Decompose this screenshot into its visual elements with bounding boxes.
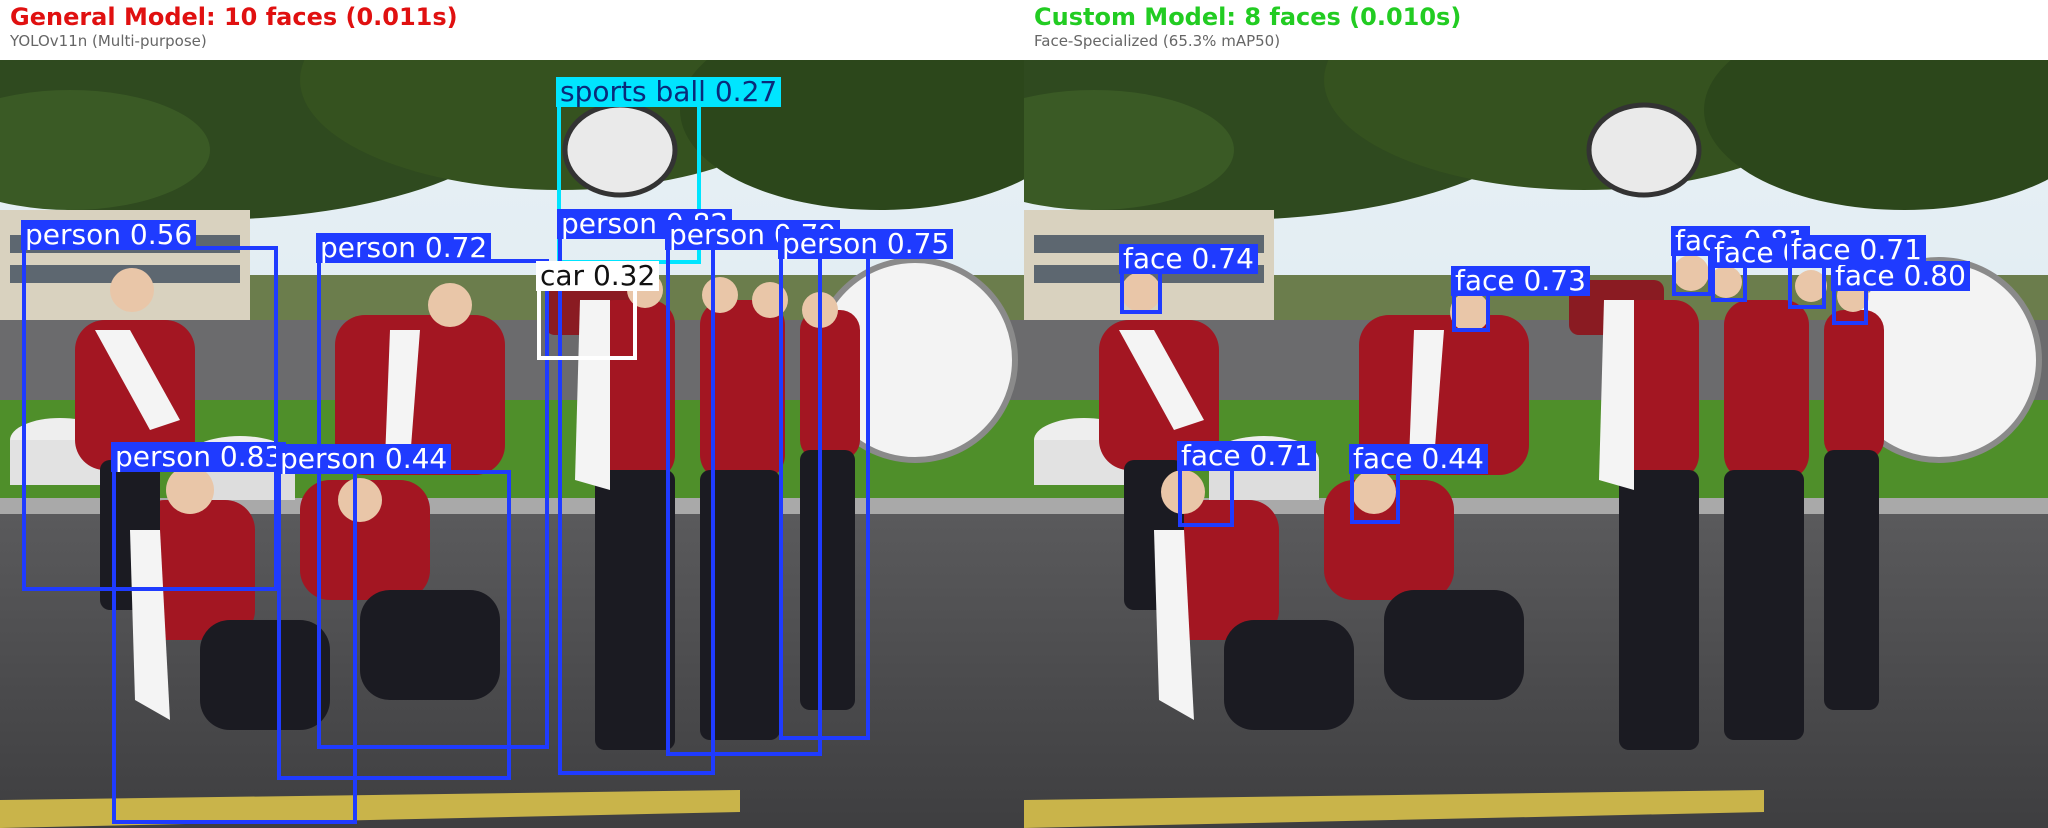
- left-panel-subtitle: YOLOv11n (Multi-purpose): [10, 32, 207, 50]
- detection-label: face 0.74: [1119, 244, 1258, 274]
- detection-label: person 0.75: [778, 229, 954, 259]
- detection-box-face[interactable]: face 0.71: [1787, 235, 1926, 309]
- detection-box-car[interactable]: car 0.32: [536, 261, 660, 360]
- right-panel-header: Custom Model: 8 faces (0.010s) Face-Spec…: [1024, 0, 2048, 60]
- detection-label: face 0.73: [1451, 266, 1590, 296]
- band-photo-background: [0, 60, 1024, 828]
- detection-label: face 0.44: [1349, 444, 1488, 474]
- left-panel-title: General Model: 10 faces (0.011s): [10, 3, 458, 31]
- detection-box-person[interactable]: person 0.75: [778, 229, 954, 740]
- detection-box-person[interactable]: person 0.83: [111, 442, 357, 824]
- detection-label: person 0.56: [21, 220, 197, 250]
- right-detection-image: face 0.74 face 0.73 face 0.81 face 0.71 …: [1024, 60, 2048, 828]
- detection-label: car 0.32: [536, 261, 660, 291]
- left-panel-header: General Model: 10 faces (0.011s) YOLOv11…: [0, 0, 1024, 60]
- detection-box-face[interactable]: face 0.80: [1831, 261, 1970, 325]
- detection-label: person 0.72: [316, 233, 492, 263]
- detection-label: face 0.80: [1831, 261, 1970, 291]
- right-panel-subtitle: Face-Specialized (65.3% mAP50): [1034, 32, 1281, 50]
- right-panel-title: Custom Model: 8 faces (0.010s): [1034, 3, 1462, 31]
- detection-label: face 0.71: [1177, 441, 1316, 471]
- detection-box-face[interactable]: face 0.73: [1451, 266, 1590, 332]
- detection-box-person[interactable]: person 0.44: [276, 444, 511, 780]
- detection-box-face[interactable]: face 0.71: [1177, 441, 1316, 527]
- detection-box-person[interactable]: person 0.56: [21, 220, 278, 591]
- left-detection-image: sports ball 0.27 person 0.82 person 0.79…: [0, 60, 1024, 828]
- detection-label: face 0.71: [1787, 235, 1926, 265]
- detection-box-face[interactable]: face 0.81: [1671, 226, 1810, 296]
- detection-label: person 0.44: [276, 444, 452, 474]
- detection-box-person[interactable]: person 0.72: [316, 233, 549, 749]
- detection-box-face[interactable]: face 0.44: [1349, 444, 1488, 524]
- detection-label: person 0.83: [111, 442, 287, 472]
- detection-box-face[interactable]: face 0.74: [1119, 244, 1258, 314]
- detection-label: face 0.71: [1710, 238, 1849, 268]
- band-photo-background: [1024, 60, 2048, 828]
- detection-label: sports ball 0.27: [556, 77, 782, 107]
- detection-box-face[interactable]: face 0.71: [1710, 238, 1849, 302]
